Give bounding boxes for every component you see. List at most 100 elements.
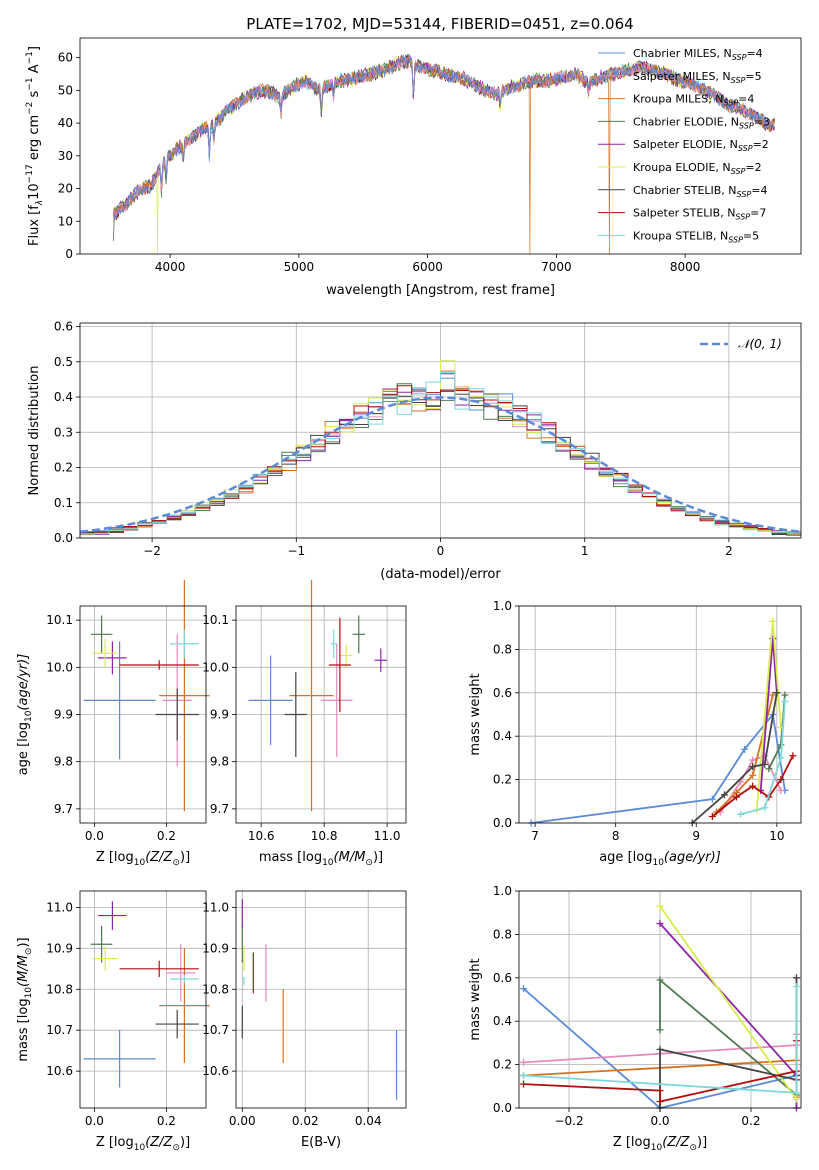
plus-marker <box>520 1071 528 1079</box>
plus-marker <box>789 752 797 760</box>
legend-entry: Salpeter STELIB, NSSP=7 <box>633 207 766 222</box>
y-tick-label: 10.8 <box>202 982 229 996</box>
y-tick-label: 10.0 <box>202 660 229 674</box>
y-tick-label: 0.6 <box>493 971 512 985</box>
errorbar-point <box>170 629 199 658</box>
plus-marker <box>765 765 773 773</box>
y-tick-label: 0.1 <box>54 496 73 510</box>
x-tick-label: 10.8 <box>311 829 338 843</box>
x-tick-label: 0.0 <box>85 1114 104 1128</box>
x-axis-label: mass [log10(M/M⊙)] <box>259 850 383 868</box>
y-tick-label: 11.0 <box>46 900 73 914</box>
x-axis-label: (data-model)/error <box>380 567 501 582</box>
x-tick-label: 0.0 <box>85 829 104 843</box>
x-axis-label: E(B-V) <box>301 1135 341 1150</box>
mass_vs_ebv-axes: 0.00 0.02 0.04 10.6 10.7 10.8 10.9 11.0 <box>202 890 407 1128</box>
y-tick-label: 10.1 <box>202 613 229 627</box>
errorbar-point <box>330 629 337 658</box>
legend-entry: Salpeter MILES, NSSP=5 <box>633 70 762 85</box>
weight-line-kroupa-stelib <box>740 701 786 816</box>
y-axis-label: Normed distribution <box>27 366 42 496</box>
age_vs_Z-axes: 0.0 0.2 9.7 9.8 9.9 10.0 10.1 <box>46 580 210 843</box>
legend-entry: Salpeter ELODIE, NSSP=2 <box>633 138 769 153</box>
x-tick-label: −2 <box>143 544 161 558</box>
plus-marker <box>656 902 664 910</box>
errorbar-point <box>98 641 127 675</box>
gaussian-curve <box>79 396 802 534</box>
y-tick-label: 10 <box>58 214 73 228</box>
plus-marker <box>656 1045 664 1053</box>
plus-marker <box>520 1080 528 1088</box>
plus-marker <box>520 1058 528 1066</box>
plus-marker <box>520 985 528 993</box>
plus-marker <box>720 791 728 799</box>
y-tick-label: 10.9 <box>202 941 229 955</box>
y-tick-label: 9.8 <box>210 755 229 769</box>
histogram-series-kroupa-stelib <box>80 371 801 536</box>
plus-marker <box>656 1026 664 1034</box>
weight-line-salpeter-stelib <box>711 755 794 818</box>
y-tick-label: 0.0 <box>493 816 512 830</box>
y-axis-label: mass [log10(M/M⊙)] <box>16 937 34 1061</box>
plus-marker <box>656 1097 664 1105</box>
errorbar-point <box>98 901 127 930</box>
y-tick-label: 0.2 <box>493 1058 512 1072</box>
spectrum-axes: 4000 5000 6000 7000 8000 0 10 20 30 40 50 60 <box>58 37 802 274</box>
x-tick-label: 0.2 <box>157 829 176 843</box>
plus-marker <box>737 810 745 818</box>
errorbar-point <box>155 1009 199 1039</box>
axes-frame <box>518 605 802 824</box>
y-axis-label: Flux [fλ10−17 erg cm−2 s−1 A−1] <box>25 46 45 246</box>
y-tick-label: 11.0 <box>202 900 229 914</box>
x-tick-label: 8000 <box>670 260 701 274</box>
plus-marker <box>708 812 716 820</box>
x-tick-label: 0.2 <box>157 1114 176 1128</box>
y-tick-label: 10.7 <box>202 1023 229 1037</box>
y-tick-label: 1.0 <box>493 884 512 898</box>
axes-frame <box>518 890 802 1109</box>
x-tick-label: 10 <box>769 829 784 843</box>
y-tick-label: 0.6 <box>54 320 73 334</box>
errorbar-point <box>155 688 199 741</box>
x-tick-label: 4000 <box>155 260 186 274</box>
plus-marker <box>769 617 777 625</box>
x-tick-label: −0.2 <box>554 1114 583 1128</box>
axes-frame <box>79 605 207 824</box>
x-tick-label: 10.6 <box>248 829 275 843</box>
y-tick-label: 20 <box>58 182 73 196</box>
x-axis-label: Z [log10(Z/Z⊙)] <box>613 1135 707 1153</box>
x-tick-label: 0.0 <box>650 1114 669 1128</box>
plus-marker <box>773 689 781 697</box>
errorbar-point <box>119 660 199 670</box>
histogram-series-salpeter-stelib <box>80 385 801 535</box>
spectrum-series-chabrier-miles <box>113 54 776 221</box>
plus-marker <box>792 1089 800 1097</box>
plus-marker <box>656 920 664 928</box>
x-tick-label: 0.02 <box>292 1114 319 1128</box>
y-axis-label: mass weight <box>468 673 483 755</box>
axes-frame <box>79 322 802 539</box>
plus-marker <box>749 756 757 764</box>
y-axis-label: mass weight <box>468 958 483 1040</box>
plus-marker <box>781 697 789 705</box>
weight_vs_age-axes: 7 8 9 10 0.0 0.2 0.4 0.6 0.8 1.0 <box>493 599 802 843</box>
y-tick-label: 40 <box>58 116 73 130</box>
errorbar-point <box>352 615 366 654</box>
x-tick-label: 7000 <box>541 260 572 274</box>
legend-entry: Chabrier STELIB, NSSP=4 <box>633 184 767 199</box>
x-tick-label: 1 <box>581 544 589 558</box>
y-tick-label: 0.0 <box>54 531 73 545</box>
legend-entry: Kroupa MILES, NSSP=4 <box>633 93 754 108</box>
x-tick-label: −1 <box>287 544 305 558</box>
plus-marker <box>749 782 757 790</box>
x-tick-label: 7 <box>531 829 539 843</box>
y-tick-label: 0.0 <box>493 1101 512 1115</box>
y-tick-label: 0.4 <box>54 390 73 404</box>
x-tick-label: 5000 <box>284 260 315 274</box>
axes-frame <box>79 890 207 1109</box>
x-tick-label: 2 <box>725 544 733 558</box>
x-axis-label: Z [log10(Z/Z⊙)] <box>96 1135 190 1153</box>
errorbar-point <box>374 648 388 673</box>
x-tick-label: 11.0 <box>374 829 401 843</box>
errorbar-point <box>166 944 196 1002</box>
